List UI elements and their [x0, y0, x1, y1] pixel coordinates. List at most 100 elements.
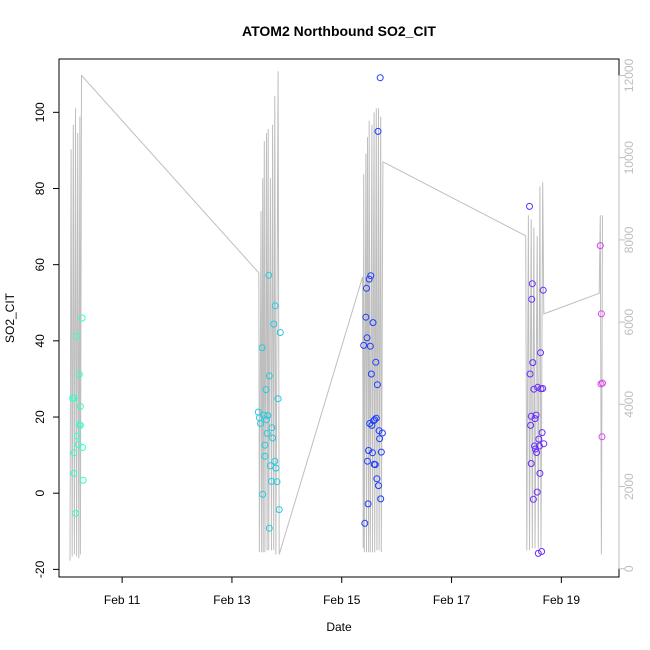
data-point: [365, 275, 373, 283]
data-point: [368, 421, 376, 429]
x-tick-label: Feb 17: [433, 593, 471, 607]
data-point: [257, 420, 264, 427]
x-tick-label: Feb 15: [323, 593, 361, 607]
y2-tick-label: 10000: [622, 141, 636, 175]
data-point: [70, 469, 78, 477]
data-point: [365, 447, 373, 454]
data-point: [73, 432, 81, 440]
data-point: [535, 435, 543, 443]
data-point: [263, 429, 271, 437]
data-point: [533, 449, 541, 456]
data-point: [265, 271, 273, 279]
data-point: [596, 242, 604, 250]
y2-tick-label: 6000: [622, 308, 636, 335]
data-point: [378, 429, 386, 437]
y-tick-label: 100: [33, 102, 47, 122]
secondary-y-axis: 0 2000 4000 6000 8000 10000 12000: [618, 58, 636, 572]
y-axis: -20 0 20 40 60 80 100: [33, 102, 59, 578]
data-point: [371, 461, 379, 469]
data-point: [268, 424, 276, 432]
data-point: [73, 332, 81, 340]
data-point: [79, 476, 87, 484]
data-point: [363, 284, 370, 292]
y-tick-label: 80: [33, 182, 47, 196]
x-tick-label: Feb 11: [104, 593, 141, 607]
data-point: [373, 475, 381, 483]
y-tick-label: 60: [33, 258, 47, 272]
data-point: [364, 457, 371, 465]
altitude-line-layer: [69, 71, 603, 561]
data-point: [375, 482, 382, 490]
data-point: [264, 412, 272, 419]
data-point: [526, 370, 534, 378]
data-point: [599, 379, 606, 387]
data-point: [263, 416, 270, 424]
data-point: [258, 344, 266, 352]
data-point: [271, 302, 279, 310]
y2-tick-label: 8000: [622, 226, 636, 253]
data-point: [537, 349, 544, 357]
y-tick-label: -20: [33, 560, 47, 578]
data-point: [259, 490, 267, 498]
data-point: [373, 381, 381, 389]
data-point: [527, 421, 535, 429]
data-point: [274, 395, 282, 403]
y2-tick-label: 12000: [622, 58, 636, 92]
data-point: [539, 286, 547, 294]
data-point: [377, 448, 385, 456]
chart-title: ATOM2 Northbound SO2_CIT: [242, 23, 436, 39]
data-point: [262, 386, 270, 394]
data-point: [539, 385, 547, 392]
data-point: [70, 449, 78, 457]
data-point: [276, 329, 284, 336]
data-point: [275, 506, 283, 514]
x-axis: Feb 11 Feb 13 Feb 15 Feb 17 Feb 19: [104, 577, 580, 607]
data-point: [72, 509, 79, 517]
x-axis-label: Date: [326, 620, 352, 634]
data-point: [528, 280, 536, 288]
data-point: [597, 310, 605, 318]
data-point: [598, 433, 606, 441]
data-point: [540, 440, 548, 448]
x-tick-label: Feb 13: [213, 593, 251, 607]
x-tick-label: Feb 19: [543, 593, 581, 607]
data-point: [79, 444, 87, 451]
y2-tick-label: 0: [622, 565, 636, 572]
data-point: [374, 127, 382, 135]
data-point: [538, 548, 546, 555]
data-point: [538, 429, 546, 437]
data-point: [76, 402, 84, 410]
data-point: [75, 421, 83, 429]
data-point: [372, 358, 380, 366]
data-point: [536, 469, 544, 477]
data-point: [532, 411, 540, 419]
data-point: [364, 500, 372, 508]
data-point: [530, 385, 538, 393]
data-point: [369, 319, 377, 327]
data-point: [528, 295, 536, 303]
data-point: [369, 449, 376, 457]
y2-tick-label: 4000: [622, 391, 636, 418]
y2-tick-label: 2000: [622, 473, 636, 500]
data-point: [78, 314, 86, 322]
altitude-line: [69, 71, 603, 561]
data-point: [272, 464, 280, 472]
data-point: [527, 412, 535, 420]
data-point: [367, 272, 375, 280]
data-point: [271, 457, 279, 465]
data-point: [367, 370, 375, 378]
data-point: [533, 488, 541, 496]
data-point: [534, 383, 542, 391]
y-tick-label: 20: [33, 410, 47, 424]
data-point: [361, 519, 369, 527]
data-point: [265, 372, 273, 380]
data-point: [273, 478, 281, 486]
data-point: [376, 435, 384, 443]
data-point: [76, 421, 84, 429]
data-point: [360, 341, 368, 349]
data-point: [269, 434, 277, 442]
data-point: [372, 414, 380, 422]
data-point: [529, 359, 537, 367]
